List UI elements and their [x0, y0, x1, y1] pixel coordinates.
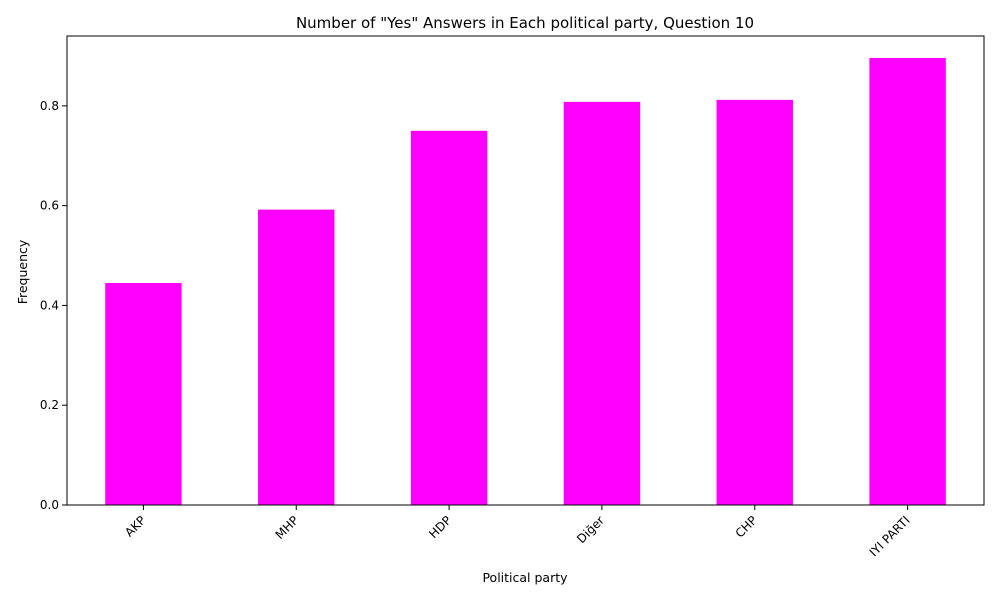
y-tick-label: 0.2 — [40, 398, 59, 412]
x-axis-label: Political party — [482, 570, 568, 585]
x-tick-label: AKP — [122, 513, 148, 539]
bars-layer — [105, 57, 946, 506]
x-tick-label: MHP — [273, 513, 302, 542]
x-tick-label: Diğer — [574, 513, 607, 546]
bar-iyi-parti — [869, 57, 946, 506]
y-tick-label: 0.0 — [40, 498, 59, 512]
y-tick-label: 0.4 — [40, 298, 59, 312]
bar-mhp — [258, 209, 335, 505]
x-tick-label: HDP — [426, 513, 454, 541]
y-tick-label: 0.6 — [40, 199, 59, 213]
x-tick-label: IYI PARTI — [867, 513, 913, 559]
bar-hdp — [410, 130, 488, 506]
y-axis-label: Frequency — [15, 239, 30, 304]
bar-diğer — [563, 101, 641, 506]
x-tick-label: CHP — [733, 513, 760, 540]
bar-chp — [716, 99, 793, 505]
bar-akp — [105, 282, 182, 505]
chart-title: Number of "Yes" Answers in Each politica… — [296, 14, 754, 32]
y-tick-label: 0.8 — [40, 99, 59, 113]
plot-frame — [66, 35, 985, 506]
